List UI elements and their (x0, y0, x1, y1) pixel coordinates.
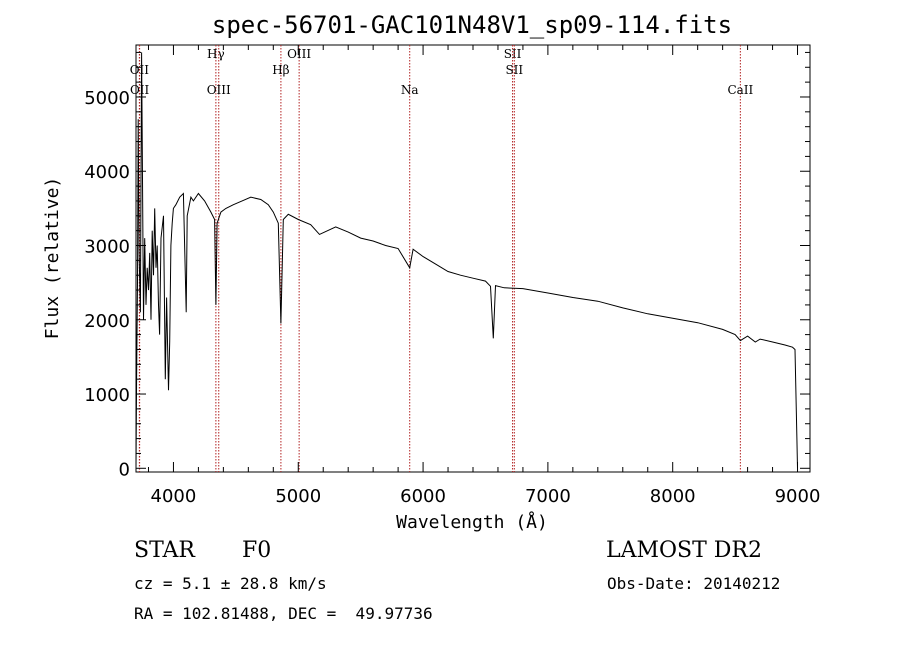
y-axis: 0 1000 2000 3000 4000 5000 (84, 51, 810, 480)
chart-title: spec-56701-GAC101N48V1_sp09-114.fits (212, 11, 732, 39)
x-tick-label: 7000 (525, 486, 571, 507)
y-axis-label: Flux (relative) (42, 177, 63, 340)
x-tick-label: 8000 (650, 486, 696, 507)
x-tick-label: 5000 (275, 486, 321, 507)
spectral-line-label: SII (505, 63, 523, 77)
spectral-line-label: OIII (287, 47, 311, 61)
spectrum-chart: spec-56701-GAC101N48V1_sp09-114.fits OII… (42, 11, 821, 533)
spectral-line-label: OIII (207, 83, 231, 97)
ra-dec-line: RA = 102.81488, DEC = 49.97736 (134, 604, 433, 623)
x-tick-label: 4000 (151, 486, 197, 507)
y-tick-label: 5000 (84, 88, 130, 109)
y-tick-label: 1000 (84, 385, 130, 406)
spectral-line-label: CaII (727, 83, 753, 97)
y-tick-label: 4000 (84, 162, 130, 183)
x-tick-label: 6000 (400, 486, 446, 507)
obs-date: Obs-Date: 20140212 (607, 574, 781, 593)
y-tick-label: 3000 (84, 237, 130, 258)
spectral-line-label: Hβ (272, 63, 289, 77)
object-class: STAR (134, 538, 195, 563)
x-axis: 4000 5000 6000 7000 8000 9000 (147, 45, 821, 507)
plot-frame (135, 44, 811, 473)
x-tick-label: 9000 (775, 486, 821, 507)
spectral-line-label: Hγ (207, 47, 225, 61)
y-tick-label: 2000 (84, 311, 130, 332)
spectral-line-label: Na (401, 83, 419, 97)
y-tick-label: 0 (119, 459, 130, 480)
redshift-line: cz = 5.1 ± 28.8 km/s (134, 574, 327, 593)
spectral-line-label: SII (504, 47, 522, 61)
spectrum-series-line (135, 52, 798, 469)
survey-name: LAMOST DR2 (606, 538, 762, 563)
x-axis-label: Wavelength (Å) (396, 511, 548, 533)
spectral-line-label: OII (130, 83, 150, 97)
object-subclass: F0 (242, 538, 272, 563)
